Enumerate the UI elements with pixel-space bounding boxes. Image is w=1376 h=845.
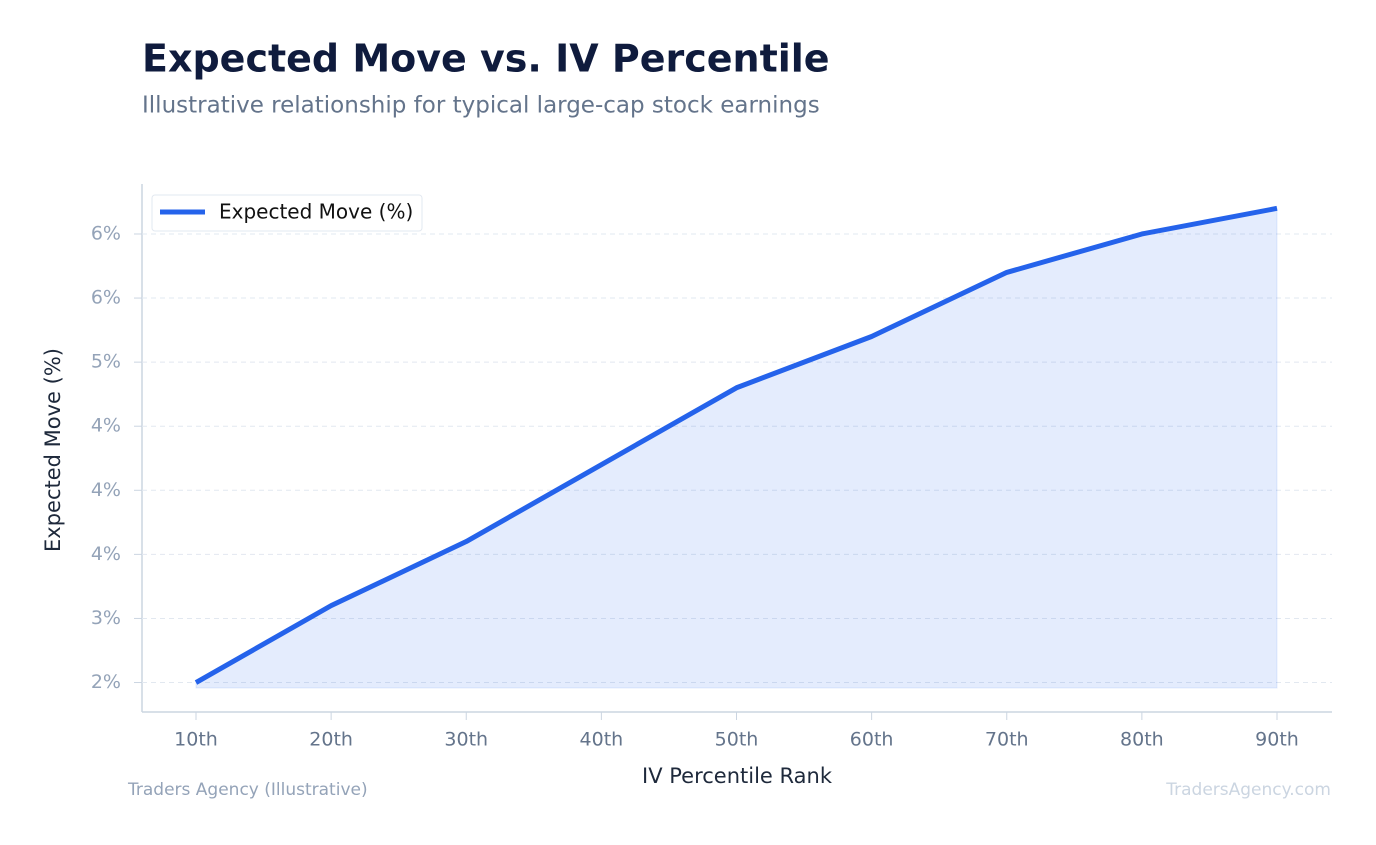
y-tick-label: 4% (91, 415, 121, 437)
x-tick-label: 30th (444, 729, 488, 751)
y-tick-label: 5% (91, 351, 121, 373)
chart-subtitle: Illustrative relationship for typical la… (142, 93, 820, 119)
legend-box (151, 194, 423, 232)
y-tick-label: 3% (91, 607, 121, 629)
x-tick-label: 70th (985, 729, 1029, 751)
x-tick-label: 50th (715, 729, 759, 751)
source-note: Traders Agency (Illustrative) (127, 780, 368, 800)
y-tick-label: 4% (91, 543, 121, 565)
x-axis-label: IV Percentile Rank (642, 764, 833, 788)
y-tick-label: 2% (91, 671, 121, 693)
x-tick-label: 90th (1255, 729, 1299, 751)
legend-label: Expected Move (%) (219, 200, 413, 224)
watermark: TradersAgency.com (1165, 780, 1331, 800)
y-axis-label: Expected Move (%) (41, 348, 65, 552)
y-tick-label: 6% (91, 222, 121, 244)
y-tick-label: 6% (91, 287, 121, 309)
x-tick-label: 10th (174, 729, 218, 751)
x-tick-label: 60th (850, 729, 894, 751)
y-tick-label: 4% (91, 479, 121, 501)
line (194, 205, 1278, 685)
x-tick-label: 20th (309, 729, 353, 751)
chart-title: Expected Move vs. IV Percentile (142, 37, 830, 81)
x-tick-label: 80th (1120, 729, 1164, 751)
area-fill (195, 207, 1278, 689)
x-tick-label: 40th (580, 729, 624, 751)
